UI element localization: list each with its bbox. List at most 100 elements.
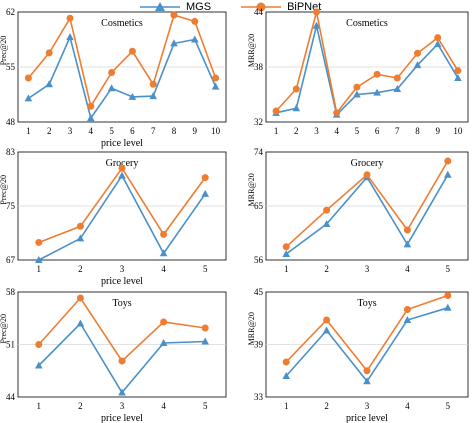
- data-point-bipnet: [149, 80, 157, 88]
- x-tick-label: 2: [47, 126, 52, 136]
- data-point-bipnet: [333, 109, 341, 117]
- legend: MGS BiPNet: [140, 0, 351, 14]
- data-point-bipnet: [118, 357, 126, 365]
- chart-panel-2: 32 38 44 1 2 3 4 5 6 7 8 9 10 Cosmetics MRR@20: [247, 7, 469, 136]
- y-tick-label: 62: [6, 7, 15, 17]
- y-axis-label: Prec@20: [0, 175, 8, 205]
- chart-panel-3: 67 75 83 1 2 3 4 5 Grocery Prec@20 price level: [0, 147, 227, 287]
- x-tick-label: 1: [37, 401, 42, 411]
- data-point-bipnet: [160, 318, 168, 326]
- data-point-bipnet: [191, 17, 199, 25]
- series-line-mgs: [275, 25, 459, 117]
- x-tick-label: 4: [161, 401, 166, 411]
- data-point-mgs: [201, 189, 209, 197]
- data-point-mgs: [118, 388, 126, 396]
- data-point-mgs: [87, 114, 95, 122]
- data-point-mgs: [444, 303, 452, 311]
- chart-panel-5: 44 51 58 1 2 3 4 5 Toys Prec@20 price level: [0, 287, 227, 423]
- legend-swatch-mgs: [140, 2, 180, 11]
- data-point-mgs: [66, 33, 74, 41]
- data-point-mgs: [107, 84, 116, 92]
- data-point-bipnet: [323, 206, 331, 214]
- y-tick-label: 74: [254, 147, 264, 157]
- data-point-mgs: [76, 319, 85, 327]
- data-point-mgs: [35, 361, 43, 369]
- data-point-bipnet: [282, 358, 290, 366]
- x-tick-label: 7: [151, 126, 156, 136]
- legend-item-mgs: MGS: [140, 1, 211, 13]
- x-tick-label: 5: [109, 126, 114, 136]
- data-point-bipnet: [434, 34, 442, 42]
- legend-swatch-bipnet: [241, 2, 282, 12]
- data-point-mgs: [149, 92, 157, 100]
- chart-panel-1: 48 55 62 1 2 3 4 5 6 7 8 9 10 Cosmetics Prec@20 price l…: [0, 7, 227, 149]
- data-point-mgs: [413, 61, 422, 69]
- data-point-bipnet: [35, 341, 43, 348]
- data-point-bipnet: [282, 243, 290, 251]
- chart-title: Grocery: [106, 158, 139, 169]
- data-point-bipnet: [414, 49, 421, 57]
- data-point-bipnet: [323, 316, 331, 324]
- data-point-bipnet: [66, 14, 74, 22]
- data-point-bipnet: [363, 171, 371, 179]
- data-point-mgs: [128, 92, 137, 100]
- data-point-mgs: [363, 377, 371, 385]
- x-tick-label: 1: [284, 264, 289, 274]
- legend-label-mgs: MGS: [186, 1, 212, 13]
- data-point-mgs: [322, 326, 331, 334]
- y-axis-label: MRR@20: [247, 312, 256, 345]
- data-point-mgs: [76, 234, 85, 242]
- x-tick-label: 7: [395, 126, 400, 136]
- y-axis-label: MRR@20: [247, 173, 256, 206]
- data-point-bipnet: [118, 164, 126, 172]
- x-tick-label: 2: [78, 264, 83, 274]
- data-point-mgs: [282, 372, 290, 379]
- y-tick-label: 32: [254, 117, 263, 127]
- data-point-bipnet: [444, 292, 452, 299]
- x-axis-label: price level: [101, 276, 143, 287]
- series-line-bipnet: [38, 166, 206, 244]
- series-line-mgs: [285, 174, 449, 255]
- x-tick-label: 5: [203, 264, 208, 274]
- chart-title: Grocery: [351, 158, 384, 169]
- data-point-bipnet: [201, 324, 209, 332]
- data-point-mgs: [159, 249, 168, 257]
- data-point-bipnet: [403, 226, 411, 234]
- x-tick-label: 6: [375, 126, 380, 136]
- data-point-mgs: [444, 170, 452, 178]
- x-tick-label: 3: [120, 264, 125, 274]
- x-tick-label: 9: [193, 126, 198, 136]
- legend-label-bipnet: BiPNet: [287, 1, 322, 13]
- y-tick-label: 56: [254, 255, 264, 265]
- data-point-bipnet: [454, 67, 462, 75]
- data-point-mgs: [191, 35, 199, 43]
- x-tick-label: 4: [89, 126, 94, 136]
- legend-item-bipnet: BiPNet: [241, 1, 321, 13]
- y-tick-label: 38: [254, 62, 264, 72]
- x-tick-label: 3: [365, 401, 370, 411]
- y-tick-label: 45: [254, 287, 264, 297]
- data-point-mgs: [312, 21, 321, 29]
- x-tick-label: 5: [446, 264, 451, 274]
- data-point-bipnet: [272, 107, 280, 115]
- data-point-bipnet: [403, 306, 411, 313]
- data-point-bipnet: [24, 74, 32, 82]
- x-tick-label: 4: [405, 264, 410, 274]
- x-tick-label: 10: [453, 126, 463, 136]
- data-point-bipnet: [128, 47, 136, 55]
- chart-panel-4: 56 65 74 1 2 3 4 5 Grocery MRR@20: [247, 147, 469, 274]
- x-tick-label: 1: [274, 126, 279, 136]
- y-tick-label: 39: [254, 340, 264, 350]
- data-point-mgs: [403, 240, 412, 248]
- data-point-bipnet: [87, 102, 95, 110]
- x-axis-label: price level: [346, 413, 388, 423]
- x-tick-label: 1: [284, 401, 289, 411]
- data-point-bipnet: [393, 74, 401, 82]
- x-tick-label: 2: [324, 401, 329, 411]
- data-point-bipnet: [353, 83, 361, 91]
- y-tick-label: 65: [254, 201, 264, 211]
- data-point-bipnet: [212, 74, 220, 82]
- data-point-bipnet: [76, 294, 84, 302]
- x-tick-label: 8: [172, 126, 177, 136]
- chart-title: Cosmetics: [346, 18, 388, 29]
